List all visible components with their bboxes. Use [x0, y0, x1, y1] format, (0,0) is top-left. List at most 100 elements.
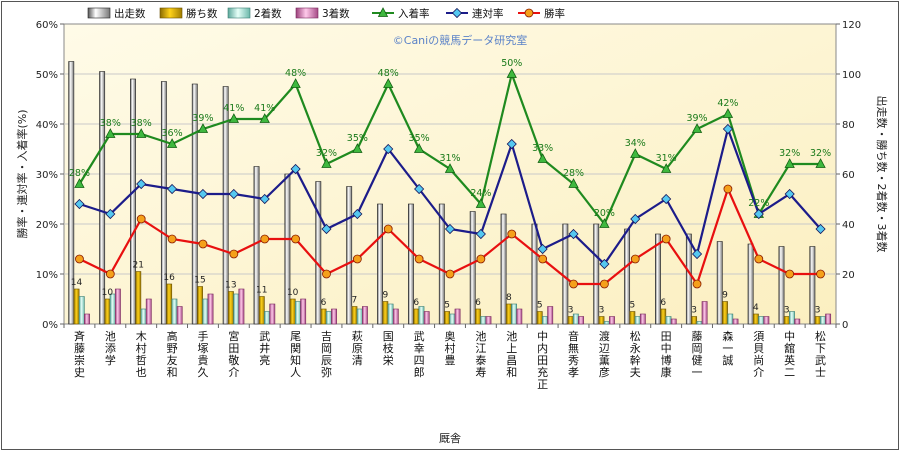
point-連対率-11 [414, 183, 425, 195]
y-left-tick-label: 10% [36, 270, 58, 281]
bar-2着数-22 [758, 316, 765, 325]
bar-勝ち数-8 [320, 308, 327, 325]
y-right-tick-label: 0 [842, 320, 848, 331]
bar-勝ち数-21 [722, 301, 728, 325]
point-入着率-6 [259, 113, 270, 123]
point-入着率-2 [136, 128, 147, 138]
bar-勝ち数-10 [382, 301, 389, 325]
bar-3着数-19 [670, 318, 677, 325]
x-category-label: 池上昌和 [506, 330, 517, 379]
bar-出走数-19 [655, 233, 661, 325]
bar-2着数-13 [480, 316, 487, 325]
y-left-axis-title: 勝率・連対率・入着率(%) [15, 109, 29, 238]
bar-2着数-5 [233, 293, 240, 325]
label-入着率-18: 34% [625, 138, 646, 149]
x-category-label: 萩原清 [352, 330, 363, 367]
bar-2着数-21 [727, 313, 734, 325]
bar-出走数-24 [809, 246, 816, 325]
bar-2着数-14 [511, 303, 518, 325]
bar-3着数-12 [454, 308, 461, 325]
point-勝率-7 [291, 234, 301, 244]
point-入着率-21 [722, 108, 734, 118]
label-勝ち数-13: 6 [475, 298, 481, 308]
bar-勝ち数-23 [783, 316, 790, 325]
label-入着率-0: 28% [69, 168, 90, 179]
bar-3着数-13 [485, 316, 492, 325]
x-category-label: 森一誠 [722, 329, 733, 367]
bar-2着数-7 [294, 301, 301, 325]
bar-3着数-1 [114, 288, 121, 325]
x-category-label: 池添学 [105, 330, 116, 367]
y-left-tick-label: 20% [36, 220, 58, 231]
y-left-tick-label: 0% [42, 320, 58, 331]
point-連対率-22 [753, 208, 764, 220]
legend-swatch-2着数 [227, 7, 251, 19]
bar-勝ち数-0 [73, 288, 80, 325]
label-勝ち数-0: 14 [71, 278, 83, 288]
x-category-label: 中内田充正 [537, 330, 548, 391]
bar-3着数-3 [176, 306, 183, 325]
bar-3着数-0 [84, 313, 90, 325]
label-入着率-7: 48% [285, 68, 306, 79]
y-right-tick-label: 60 [842, 170, 855, 181]
bar-勝ち数-12 [444, 311, 450, 325]
x-category-label: 武井亮 [259, 330, 270, 367]
bar-勝ち数-22 [752, 313, 759, 325]
bar-出走数-10 [377, 203, 383, 325]
point-勝率-0 [75, 254, 84, 264]
legend-label-出走数: 出走数 [114, 7, 146, 20]
label-入着率-4: 39% [192, 113, 213, 124]
x-category-label: 池江泰寿 [475, 330, 486, 379]
label-入着率-20: 39% [686, 113, 707, 124]
point-勝率-21 [723, 184, 733, 194]
point-勝率-23 [785, 269, 795, 279]
bar-2着数-8 [325, 311, 332, 325]
point-入着率-9 [352, 143, 363, 153]
bar-勝ち数-1 [104, 298, 111, 325]
bar-出走数-1 [99, 71, 106, 325]
point-連対率-24 [815, 223, 826, 235]
point-入着率-15 [537, 153, 548, 163]
legend-label-入着率: 入着率 [398, 7, 430, 20]
point-連対率-20 [691, 248, 703, 260]
label-勝ち数-21: 9 [722, 291, 728, 301]
point-勝率-3 [167, 234, 177, 244]
label-勝ち数-17: 3 [599, 306, 605, 316]
bar-3着数-6 [269, 303, 276, 325]
bar-勝ち数-18 [629, 311, 636, 325]
label-勝ち数-24: 3 [815, 306, 821, 316]
point-入着率-5 [228, 113, 240, 123]
bar-出走数-2 [130, 78, 136, 325]
legend-marker-勝率 [524, 8, 534, 18]
label-勝ち数-16: 3 [568, 306, 574, 316]
point-勝率-2 [136, 214, 146, 224]
label-入着率-19: 31% [656, 153, 677, 164]
x-category-label: 奥村豊 [445, 329, 456, 367]
legend-label-2着数: 2着数 [254, 7, 282, 20]
label-勝ち数-23: 3 [784, 306, 790, 316]
y-left-tick-label: 60% [36, 20, 58, 31]
point-勝率-14 [507, 229, 517, 239]
label-勝ち数-8: 6 [321, 298, 327, 308]
bar-2着数-9 [356, 308, 363, 325]
axes: 0% 10% 20% 30% 40% 50% 60% 0 20 40 60 80 100 120 勝率・連対… [15, 20, 889, 391]
y-right-tick-label: 20 [842, 270, 855, 281]
bar-3着数-24 [825, 313, 832, 325]
point-連対率-8 [321, 223, 332, 235]
point-勝率-20 [692, 279, 702, 289]
bar-勝ち数-19 [660, 308, 667, 325]
bar-3着数-11 [423, 311, 430, 325]
bar-出走数-3 [160, 81, 167, 325]
bar-3着数-23 [794, 318, 801, 325]
bar-3着数-21 [732, 318, 739, 325]
point-勝率-18 [630, 254, 640, 264]
bar-勝ち数-20 [691, 316, 698, 325]
label-勝ち数-6: 11 [256, 286, 267, 296]
bar-勝ち数-7 [289, 298, 296, 325]
x-category-label: 松下武士 [815, 329, 826, 379]
point-勝率-16 [569, 279, 578, 289]
bar-勝ち数-16 [567, 316, 574, 325]
point-勝率-17 [600, 279, 609, 289]
point-勝率-5 [229, 249, 239, 259]
